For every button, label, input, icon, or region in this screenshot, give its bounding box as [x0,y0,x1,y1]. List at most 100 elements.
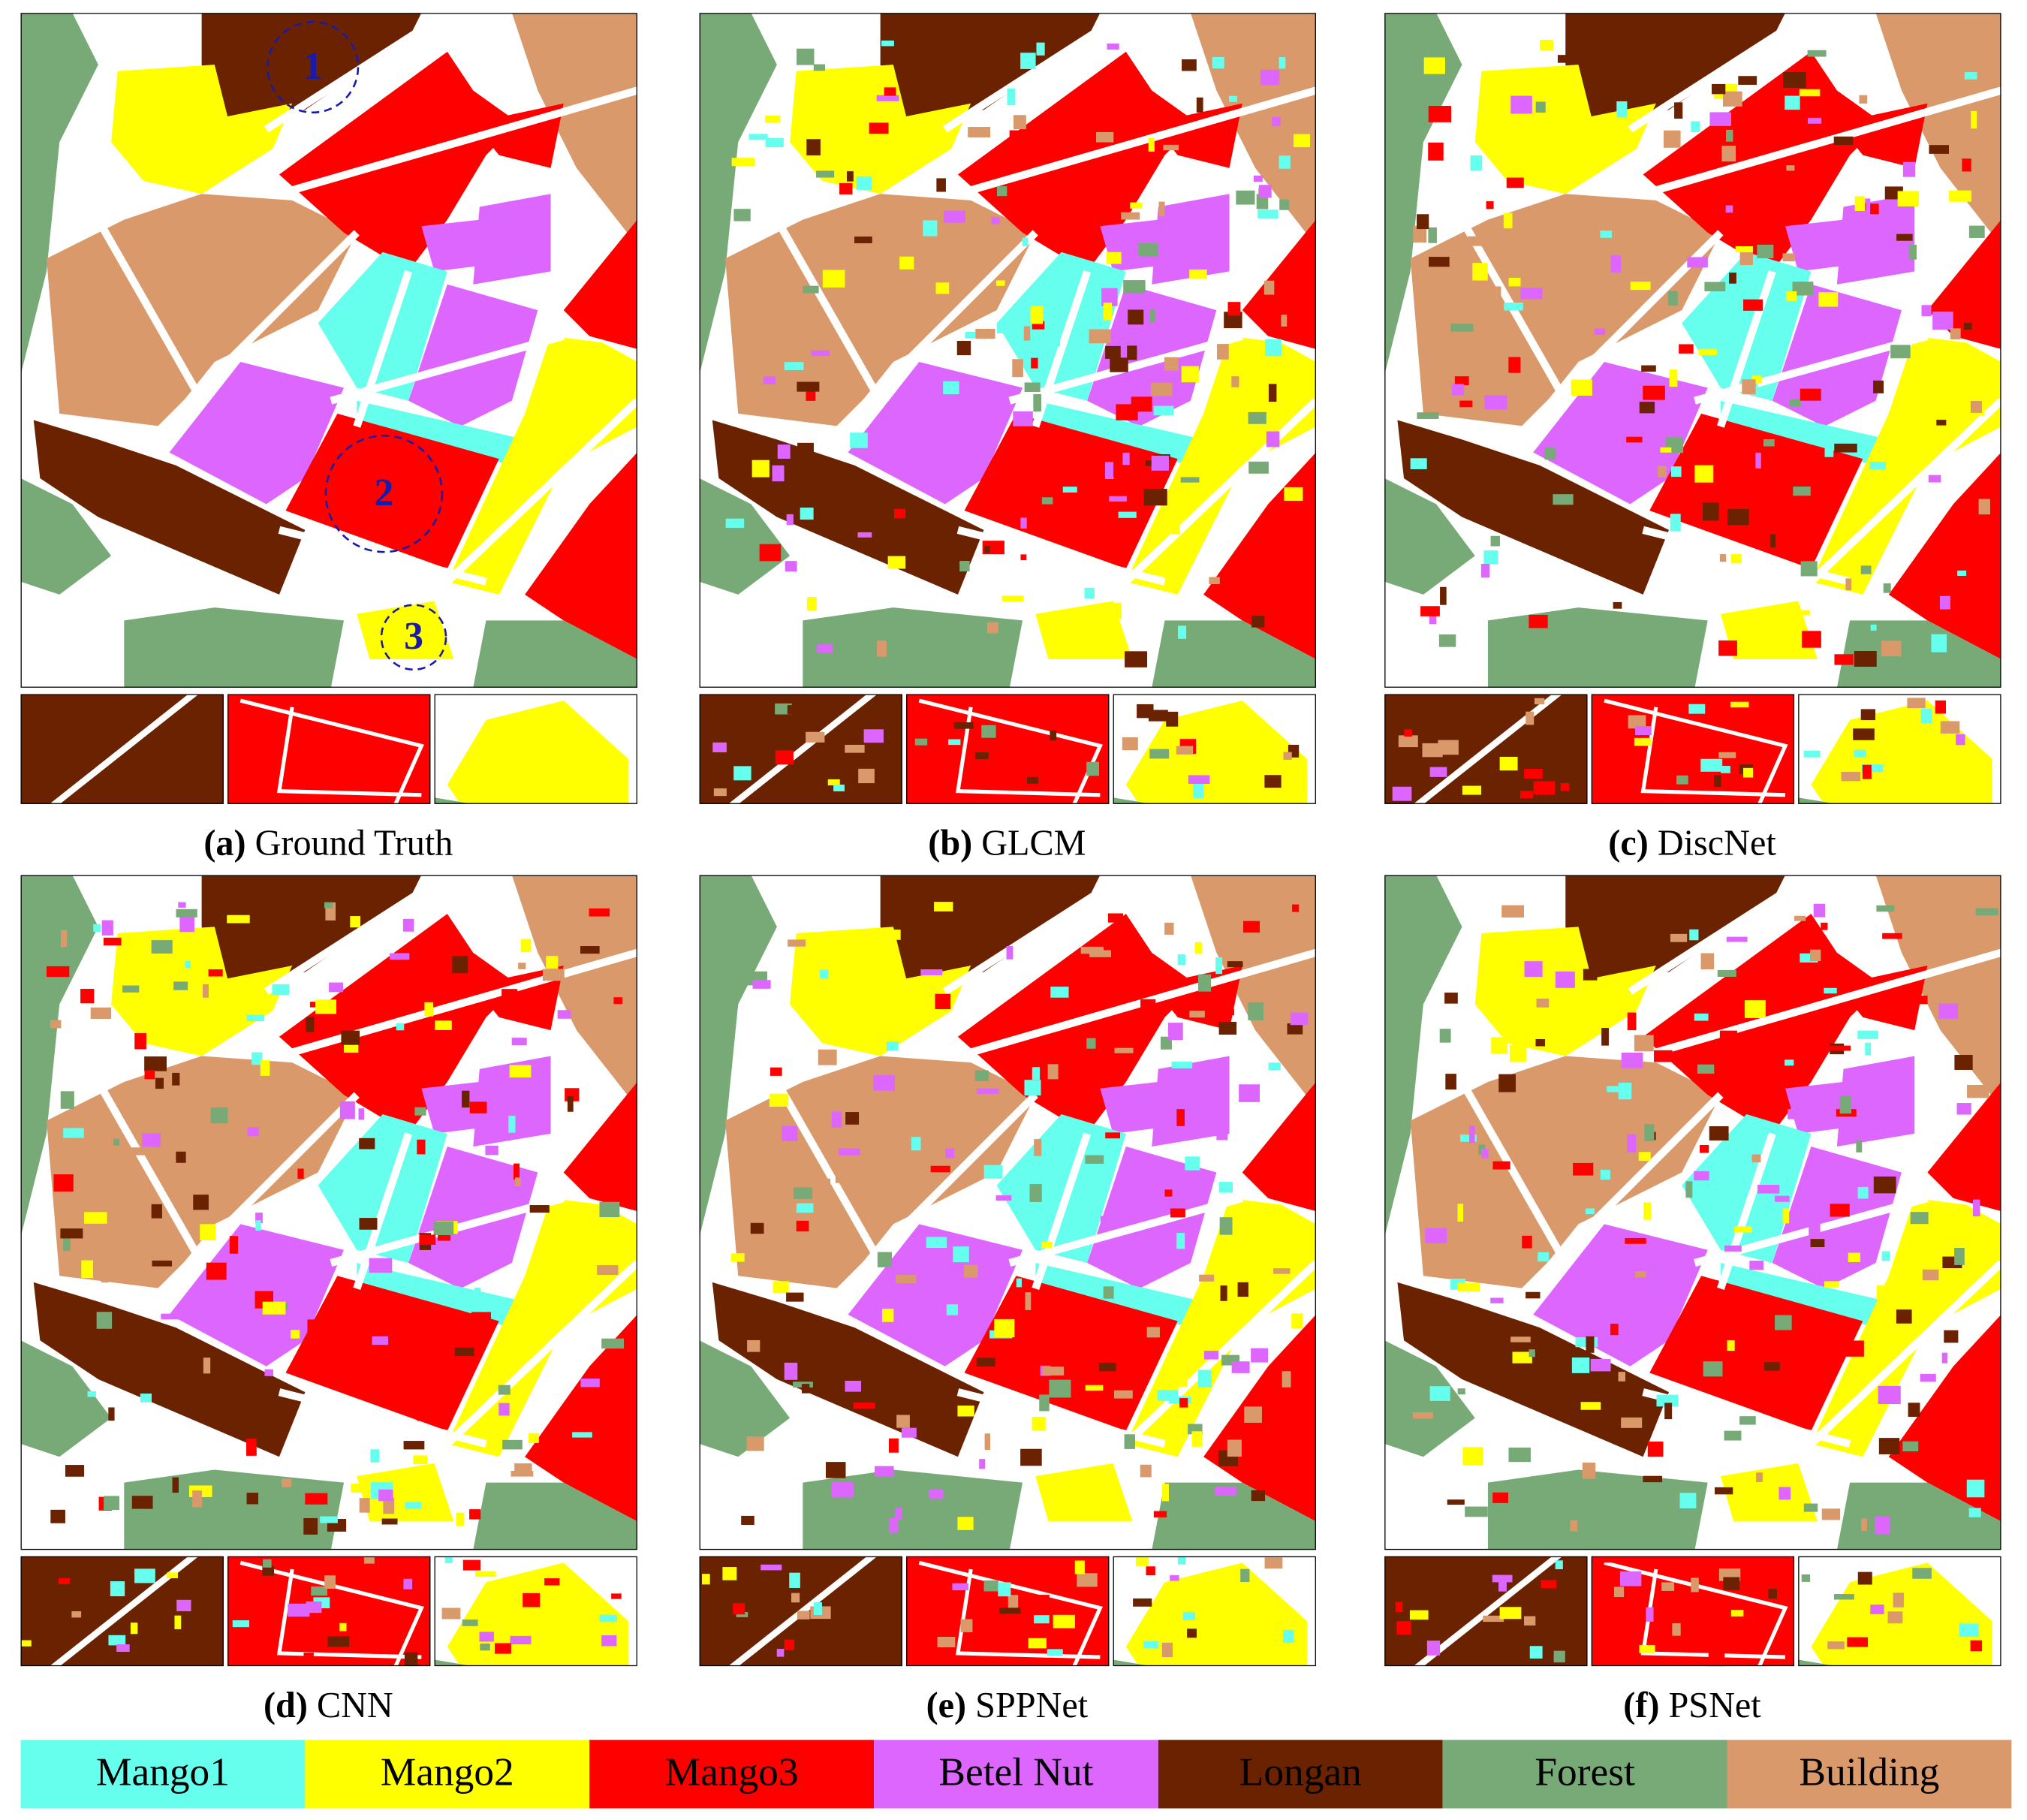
noise-patch [131,1351,146,1361]
noise-patch [1557,55,1581,63]
noise-patch [462,1090,470,1108]
legend-swatch [20,1740,306,1809]
noise-patch [1480,1149,1489,1159]
noise-patch [1647,1441,1664,1457]
noise-patch [1508,277,1521,287]
noise-patch [845,1381,861,1392]
noise-patch [1258,185,1272,198]
noise-patch [913,74,937,87]
noise-patch [1062,487,1077,493]
noise-patch [813,1602,822,1615]
noise-patch [1445,1074,1456,1090]
class-region [1836,1056,1915,1147]
noise-patch [1006,946,1014,960]
noise-patch [1149,749,1170,759]
noise-patch [1447,1499,1465,1505]
noise-patch [1283,1629,1294,1644]
legend-swatch [874,1740,1158,1809]
caption: (e) SPPNet [926,1686,1089,1725]
noise-patch [1721,766,1730,773]
noise-patch [1570,1520,1578,1532]
noise-patch [979,1459,986,1469]
noise-patch [1921,305,1932,317]
noise-patch [1580,1402,1601,1410]
class-region [1190,13,1316,246]
noise-patch [1536,999,1550,1008]
noise-patch [806,597,817,611]
legend-label: Forest [1535,1749,1635,1794]
noise-patch [1229,95,1237,102]
noise-patch [1583,969,1598,981]
noise-patch [1555,1560,1563,1570]
noise-patch [417,1406,436,1421]
noise-patch [1118,511,1137,518]
road [278,1388,487,1448]
noise-patch [1264,1557,1283,1569]
noise-patch [1510,1336,1531,1342]
noise-patch [324,1575,336,1589]
noise-patch [363,1556,375,1564]
noise-patch [101,1271,109,1283]
noise-patch [260,1060,270,1076]
noise-patch [480,1644,490,1651]
noise-patch [1607,1086,1621,1092]
noise-patch [981,725,996,738]
noise-patch [1439,1029,1451,1043]
class-region [563,219,637,349]
noise-patch [1039,1394,1050,1412]
noise-patch [1170,1208,1185,1218]
noise-patch [1833,1594,1854,1600]
noise-patch [1676,775,1688,785]
noise-patch [546,956,559,969]
noise-patch [803,285,819,294]
noise-patch [1529,614,1548,628]
noise-patch [1438,634,1456,647]
noise-patch [1127,345,1137,360]
noise-patch [1667,291,1678,306]
noise-patch [1260,69,1280,86]
noise-patch [1199,1274,1215,1282]
noise-patch [1634,1035,1654,1052]
noise-patch [1800,388,1821,401]
inset-bg [227,1556,431,1667]
noise-patch [1480,1321,1504,1336]
inset [1591,694,1795,804]
noise-patch [1674,704,1692,710]
noise-patch [1429,767,1447,777]
noise-patch [1929,145,1949,154]
road [1459,1080,1569,1265]
noise-patch [251,1052,263,1065]
noise-patch [1077,1573,1098,1587]
noise-patch [1818,292,1839,307]
noise-patch [297,1168,304,1179]
noise-patch [1212,56,1224,69]
class-region [1772,1147,1902,1289]
noise-patch [1209,577,1220,584]
noise-patch [845,744,865,753]
inset-bg [906,694,1110,804]
class-region [1410,1056,1721,1289]
noise-patch [1492,1492,1508,1503]
noise-patch [1504,303,1523,311]
noise-patch [1085,1155,1104,1164]
noise-patch [1395,1602,1403,1612]
noise-patch [262,1566,275,1576]
noise-patch [895,1508,902,1520]
noise-patch [1616,101,1628,118]
road [95,1080,206,1265]
noise-patch [730,1253,745,1262]
noise-patch [1178,625,1187,639]
map [20,13,637,688]
noise-patch [1146,1327,1160,1338]
road [1628,875,1814,995]
noise-patch [1742,379,1756,395]
road [1032,1132,1092,1291]
noise-patch [1024,382,1041,392]
noise-patch [825,1462,846,1478]
inset [434,1556,637,1667]
noise-patch [1501,905,1524,918]
class-region [1242,219,1316,349]
noise-patch [1679,1493,1697,1508]
noise-patch [1440,586,1447,605]
class-region [1242,1081,1316,1212]
